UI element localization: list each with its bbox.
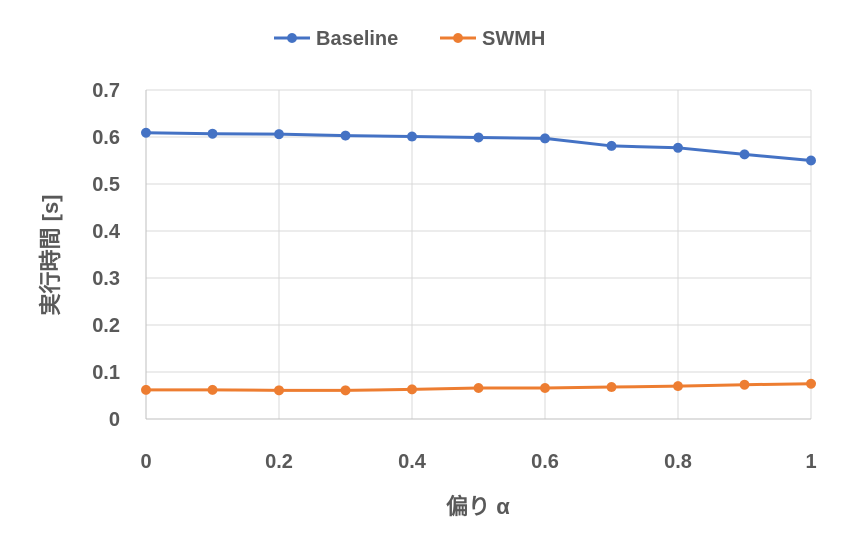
y-tick-label: 0.2: [92, 315, 120, 337]
y-axis-title: 実行時間 [s]: [38, 194, 63, 315]
x-tick-label: 0: [140, 451, 151, 473]
legend-marker-swmh: [453, 33, 463, 43]
y-tick-label: 0.4: [92, 221, 121, 243]
data-point-baseline: [340, 130, 351, 141]
data-point-baseline: [806, 155, 816, 166]
data-point-swmh: [407, 384, 417, 395]
axes: 0 0.1 0.2 0.3 0.4 0.5 0.6 0.7 0 0.2 0.4 0.6 0.8 1: [92, 80, 816, 473]
legend-label-baseline: Baseline: [316, 28, 398, 50]
data-point-baseline: [673, 142, 683, 153]
y-tick-label: 0.6: [92, 127, 120, 149]
y-tick-label: 0: [109, 409, 120, 431]
legend-marker-baseline: [287, 33, 297, 43]
y-tick-label: 0.7: [92, 80, 120, 102]
data-point-swmh: [207, 384, 218, 395]
data-point-baseline: [606, 140, 617, 151]
y-tick-label: 0.1: [92, 362, 120, 384]
series-layer: [141, 127, 816, 396]
data-point-swmh: [340, 385, 351, 396]
x-tick-label: 0.2: [265, 451, 293, 473]
y-tick-label: 0.5: [92, 174, 120, 196]
data-point-swmh: [473, 382, 484, 393]
x-tick-label: 0.8: [664, 451, 692, 473]
legend: Baseline SWMH: [274, 28, 545, 50]
y-tick-label: 0.3: [92, 268, 120, 290]
data-point-swmh: [673, 381, 683, 392]
data-point-baseline: [540, 133, 550, 144]
data-point-baseline: [473, 132, 484, 143]
data-point-baseline: [739, 149, 750, 160]
data-point-baseline: [207, 128, 218, 139]
data-point-baseline: [407, 131, 417, 142]
data-point-swmh: [739, 379, 750, 390]
data-point-swmh: [274, 385, 284, 396]
x-axis-title: 偏り α: [446, 494, 510, 519]
legend-label-swmh: SWMH: [482, 28, 545, 50]
data-point-baseline: [141, 127, 151, 138]
data-point-baseline: [274, 129, 284, 140]
data-point-swmh: [540, 382, 550, 393]
data-point-swmh: [806, 378, 816, 389]
x-tick-label: 0.4: [398, 451, 427, 473]
data-point-swmh: [141, 384, 151, 395]
x-tick-label: 0.6: [531, 451, 559, 473]
x-tick-label: 1: [805, 451, 816, 473]
data-point-swmh: [606, 382, 617, 393]
